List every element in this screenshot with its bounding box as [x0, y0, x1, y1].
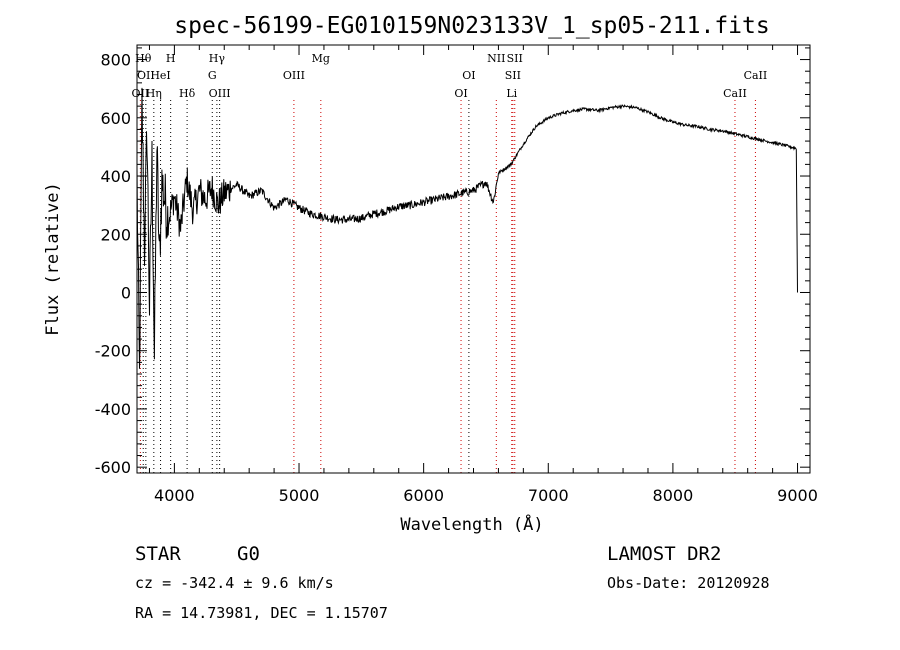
spectral-line-label: Hθ [135, 52, 152, 65]
spectral-line-markers: OIIHθOIIHηHeIHHδGHγOIIIOIIIMgOIOINIILiSI… [132, 52, 768, 473]
spectral-line-label: NII [487, 52, 505, 65]
survey-name: LAMOST DR2 [607, 543, 721, 565]
spectral-line-label: G [208, 69, 217, 82]
x-tick-label: 7000 [528, 486, 569, 505]
y-tick-label: 600 [100, 109, 131, 128]
x-axis-label: Wavelength (Å) [400, 513, 543, 535]
y-tick-label: -200 [95, 342, 131, 361]
spectral-line-label: Hγ [209, 52, 226, 65]
spectral-line-label: CaII [744, 69, 768, 82]
object-class: STAR [135, 543, 181, 565]
redshift-cz: cz = -342.4 ± 9.6 km/s [135, 574, 334, 592]
spectral-line-label: OIII [209, 87, 231, 100]
spectral-line-label: CaII [723, 87, 747, 100]
spectral-line-label: H [166, 52, 176, 65]
spectral-line-label: SII [507, 52, 523, 65]
object-subclass: G0 [237, 543, 260, 565]
spectral-line-label: SII [505, 69, 521, 82]
spectral-line-label: OI [454, 87, 467, 100]
y-tick-label: 800 [100, 51, 131, 70]
chart-title: spec-56199-EG010159N023133V_1_sp05-211.f… [174, 13, 769, 39]
spectral-line-label: OI [462, 69, 475, 82]
spectral-line-label: Hη [146, 87, 162, 100]
plot-frame [136, 44, 811, 474]
y-tick-label: -400 [95, 400, 131, 419]
x-tick-label: 5000 [279, 486, 320, 505]
observation-date: Obs-Date: 20120928 [607, 574, 770, 592]
x-tick-label: 9000 [777, 486, 818, 505]
spectral-line-label: HeI [150, 69, 170, 82]
y-tick-label: 200 [100, 225, 131, 244]
ra-dec-coordinates: RA = 14.73981, DEC = 1.15707 [135, 604, 388, 622]
x-tick-label: 4000 [154, 486, 195, 505]
spectral-line-label: Hδ [179, 87, 196, 100]
spectral-line-label: OII [132, 87, 150, 100]
spectral-line-label: OIII [283, 69, 305, 82]
x-tick-label: 8000 [653, 486, 694, 505]
y-axis-label: Flux (relative) [43, 182, 63, 336]
axis-ticks: 4000 5000 6000 7000 8000 9000 -600 -400 -200 0 200… [95, 45, 818, 505]
spectral-line-label: Li [506, 87, 517, 100]
y-tick-label: -600 [95, 458, 131, 477]
y-tick-label: 0 [121, 283, 131, 302]
spectrum-series-line [136, 87, 798, 369]
x-tick-label: 6000 [403, 486, 444, 505]
y-tick-label: 400 [100, 167, 131, 186]
spectral-line-label: OII [137, 69, 155, 82]
spectral-line-label: Mg [312, 52, 330, 65]
